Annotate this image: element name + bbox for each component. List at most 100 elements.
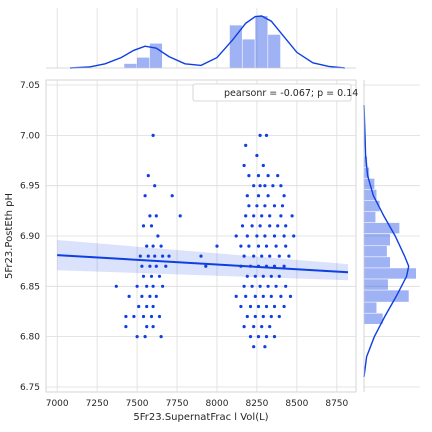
scatter-point bbox=[140, 294, 144, 298]
right-histogram-bar bbox=[364, 211, 376, 223]
scatter-point bbox=[253, 274, 257, 278]
scatter-point bbox=[245, 314, 249, 319]
scatter-point bbox=[245, 274, 249, 278]
scatter-point bbox=[247, 244, 251, 248]
right-histogram-bar bbox=[364, 189, 377, 201]
right-histogram-bar bbox=[364, 257, 390, 268]
scatter-point bbox=[271, 184, 275, 188]
scatter-point bbox=[263, 184, 267, 188]
scatter-point bbox=[264, 244, 269, 248]
scatter-point bbox=[266, 284, 270, 288]
scatter-point bbox=[141, 314, 146, 319]
top-histogram-bar bbox=[124, 63, 137, 68]
scatter-point bbox=[261, 163, 265, 168]
scatter-point bbox=[284, 284, 288, 288]
scatter-point bbox=[263, 345, 267, 349]
legend: pearsonr = -0.067; p = 0.14 bbox=[192, 83, 358, 102]
scatter-point bbox=[279, 294, 283, 298]
scatter-point bbox=[247, 174, 251, 178]
top-histogram-bar bbox=[268, 34, 281, 68]
scatter-point bbox=[167, 254, 171, 258]
scatter-point bbox=[151, 304, 155, 309]
scatter-point bbox=[288, 294, 293, 298]
scatter-point bbox=[268, 214, 272, 218]
scatter-point bbox=[153, 184, 157, 188]
scatter-point bbox=[258, 133, 262, 137]
scatter-point bbox=[239, 244, 243, 248]
scatter-point bbox=[282, 234, 286, 238]
scatter-point bbox=[199, 254, 203, 258]
scatter-point bbox=[178, 214, 182, 218]
scatter-point bbox=[141, 274, 146, 278]
scatter-point bbox=[272, 234, 277, 238]
scatter-point bbox=[260, 214, 264, 218]
scatter-point bbox=[256, 335, 261, 339]
right-histogram-bar bbox=[364, 290, 409, 302]
scatter-point bbox=[204, 264, 208, 268]
top-marginal-background bbox=[46, 8, 356, 68]
y-axis-label: 5Fr23.PostEth pH bbox=[4, 193, 15, 279]
right-histogram-bar bbox=[364, 268, 416, 279]
scatter-point bbox=[274, 244, 278, 248]
y-tick-label: 6.90 bbox=[20, 232, 40, 242]
legend-text: pearsonr = -0.067; p = 0.14 bbox=[224, 88, 358, 99]
scatter-point bbox=[292, 234, 296, 238]
right-histogram-bar bbox=[364, 233, 390, 246]
scatter-point bbox=[284, 224, 288, 228]
scatter-point bbox=[256, 174, 261, 178]
scatter-point bbox=[260, 254, 264, 258]
scatter-point bbox=[153, 254, 157, 258]
scatter-point bbox=[279, 184, 283, 188]
scatter-point bbox=[282, 304, 286, 309]
scatter-point bbox=[132, 314, 136, 319]
right-histogram-bar bbox=[364, 222, 400, 234]
scatter-point bbox=[161, 284, 165, 288]
scatter-point bbox=[268, 254, 272, 258]
scatter-point bbox=[245, 194, 249, 198]
scatter-point bbox=[258, 284, 262, 288]
scatter-point bbox=[146, 254, 150, 258]
scatter-point bbox=[215, 244, 219, 248]
scatter-point bbox=[250, 224, 254, 228]
main-plot: 7000 7250 7500 7750 8000 8250 8500 8750 6.75 6.8… bbox=[4, 79, 358, 423]
scatter-point bbox=[151, 284, 155, 288]
scatter-point bbox=[157, 274, 162, 278]
scatter-point bbox=[261, 274, 265, 278]
top-histogram-bar bbox=[229, 25, 242, 68]
scatter-point bbox=[272, 304, 277, 309]
right-histogram-bar bbox=[364, 200, 380, 212]
scatter-point bbox=[234, 234, 238, 238]
scatter-point bbox=[145, 244, 149, 248]
scatter-point bbox=[261, 294, 265, 298]
scatter-point bbox=[264, 133, 269, 137]
scatter-point bbox=[276, 174, 280, 178]
right-histogram-bar bbox=[364, 246, 387, 257]
scatter-point bbox=[135, 284, 139, 288]
regression-line bbox=[57, 254, 349, 274]
scatter-point bbox=[287, 254, 291, 258]
top-marginal bbox=[46, 8, 356, 69]
x-tick-label: 8000 bbox=[206, 399, 229, 409]
scatter-point bbox=[266, 174, 270, 178]
scatter-point bbox=[151, 133, 155, 137]
scatter-point bbox=[124, 314, 128, 319]
legend-box bbox=[192, 83, 352, 102]
x-axis-label: 5Fr23.SupernatFrac l Vol(L) bbox=[133, 412, 268, 423]
scatter-point bbox=[244, 294, 248, 298]
top-kde-curve bbox=[69, 15, 345, 69]
scatter-point bbox=[151, 325, 155, 329]
right-histogram-bar bbox=[364, 167, 370, 179]
y-tick-label: 7.00 bbox=[20, 131, 40, 141]
top-histogram-bar bbox=[255, 16, 268, 68]
right-histogram-bar bbox=[364, 279, 388, 290]
scatter-point bbox=[253, 294, 257, 298]
scatter-point bbox=[159, 335, 163, 339]
scatter-point bbox=[154, 264, 158, 268]
scatter-point bbox=[258, 184, 262, 188]
scatter-point bbox=[252, 214, 256, 218]
regression-confidence-band bbox=[57, 240, 349, 281]
scatter-point bbox=[242, 163, 246, 168]
scatter-point bbox=[159, 244, 163, 248]
scatter-point bbox=[151, 244, 155, 248]
